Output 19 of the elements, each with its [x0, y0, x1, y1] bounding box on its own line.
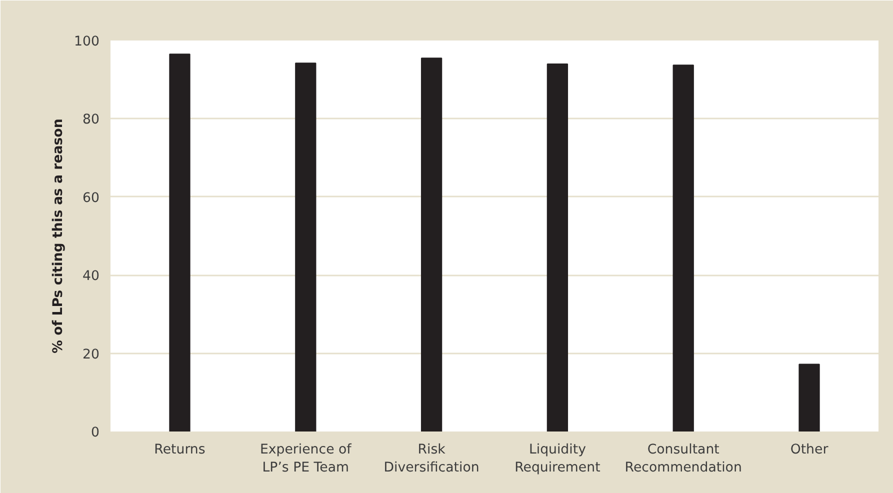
- bar: [546, 63, 568, 432]
- x-tick-label: Returns: [154, 442, 206, 458]
- y-tick-label: 40: [82, 269, 100, 284]
- x-tick-label: Other: [790, 442, 829, 458]
- x-tick-label: Liquidity Requirement: [514, 442, 600, 476]
- bar: [169, 54, 190, 432]
- y-tick-label: 80: [82, 112, 100, 128]
- y-tick-label: 20: [82, 347, 100, 362]
- y-tick-label: 0: [91, 426, 100, 440]
- x-tick-label: Risk Diversification: [384, 442, 480, 476]
- bar: [295, 62, 316, 432]
- x-tick-label: Consultant Recommendation: [624, 442, 742, 476]
- bar: [798, 364, 820, 432]
- y-tick-label: 60: [82, 190, 100, 206]
- y-tick-label: 100: [74, 34, 100, 50]
- x-tick-label: Experience of LP’s PE Team: [260, 442, 352, 476]
- bar: [672, 64, 694, 432]
- y-axis-title: % of LPs citing this as a reason: [51, 118, 66, 354]
- bar: [420, 58, 442, 432]
